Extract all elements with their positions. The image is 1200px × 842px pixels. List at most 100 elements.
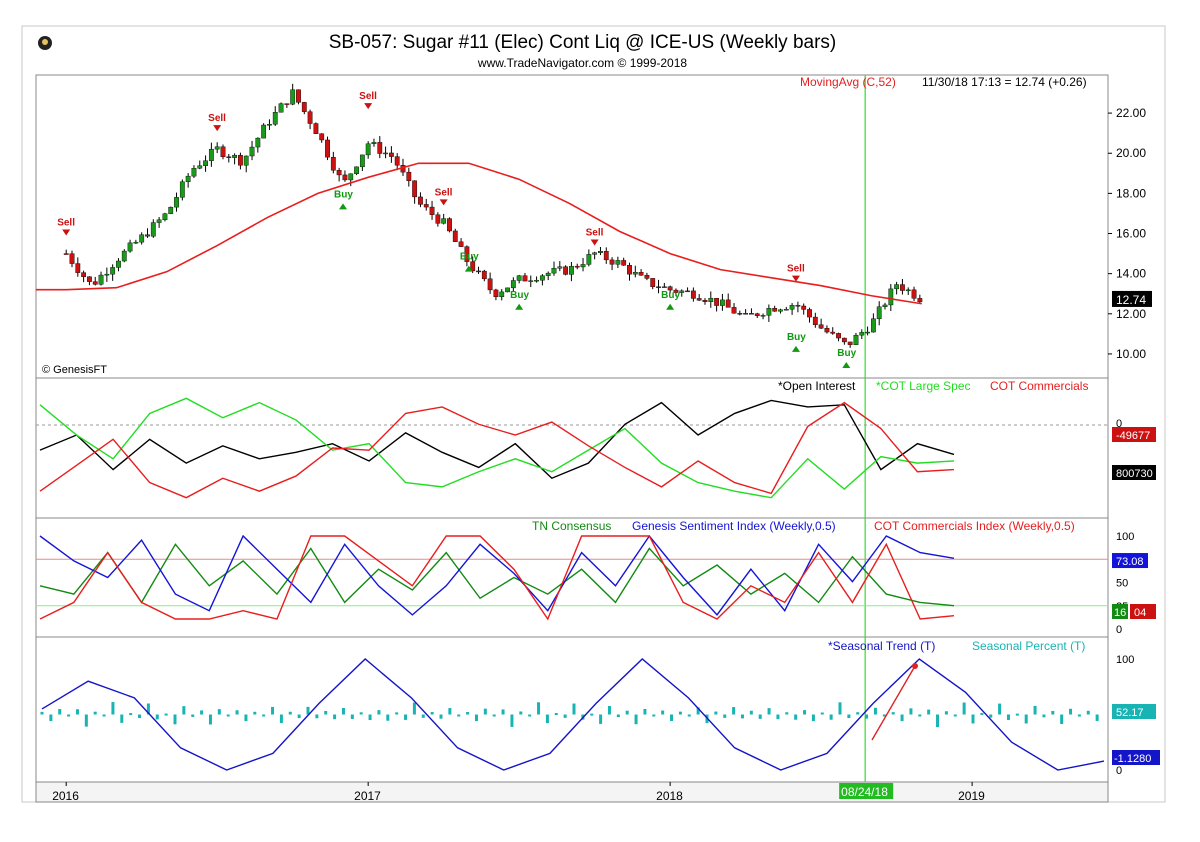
candle-body: [766, 308, 772, 316]
sell-marker-icon: [439, 199, 448, 206]
y-tick-label: 0: [1116, 418, 1122, 430]
candle-body: [772, 308, 778, 312]
buy-label: Buy: [334, 189, 353, 200]
y-tick-label: 100: [1116, 531, 1134, 543]
candle-body: [423, 204, 429, 208]
seasonal-percent-bar: [483, 708, 487, 715]
candle-body: [179, 181, 185, 198]
seasonal-percent-bar: [235, 710, 239, 715]
seasonal-percent-bar: [474, 714, 478, 722]
y-tick-label: 10.00: [1116, 347, 1146, 361]
candle-body: [714, 297, 719, 306]
candle-body: [586, 254, 592, 265]
candle-body: [168, 206, 174, 214]
candle-body: [435, 214, 441, 224]
candle-body: [185, 175, 191, 182]
seasonal-percent-bar: [1060, 714, 1064, 725]
seasonal-percent-bar: [306, 706, 310, 715]
seasonal-percent-bar: [847, 714, 851, 719]
candle-body: [609, 259, 615, 265]
moving-average-line: [36, 162, 922, 305]
candle-body: [876, 306, 882, 319]
candle-body: [371, 142, 377, 145]
sentiment-readout-2: 16: [1114, 607, 1126, 619]
sell-label: Sell: [359, 91, 377, 102]
seasonal-percent-bar: [918, 714, 922, 717]
seasonal-percent-bar: [138, 714, 142, 719]
candle-body: [458, 241, 464, 247]
candle-body: [795, 305, 801, 307]
candle-body: [133, 241, 139, 244]
cursor-date-box: [839, 783, 894, 799]
candle-body: [197, 165, 203, 169]
candle-body: [505, 287, 510, 293]
candle-body: [81, 272, 87, 277]
buy-marker-icon: [464, 265, 473, 272]
seasonal-percent-bar: [430, 712, 434, 715]
candle-body: [429, 206, 435, 215]
candle-body: [470, 261, 476, 272]
candle-body: [296, 89, 301, 103]
sell-label: Sell: [435, 187, 453, 198]
candle-body: [174, 197, 179, 208]
readout-box: [1112, 704, 1156, 719]
seasonal-percent-bar: [439, 714, 443, 719]
candle-body: [754, 313, 760, 316]
seasonal-percent-bar: [200, 710, 204, 715]
x-tick-label: 2019: [958, 789, 985, 803]
y-tick-label: 50: [1116, 578, 1128, 590]
candle-body: [615, 260, 621, 265]
sell-label: Sell: [208, 113, 226, 124]
seasonal-percent-bar: [732, 707, 736, 715]
candle-body: [278, 103, 284, 113]
seasonal-percent-bar: [40, 711, 44, 715]
seasonal-percent-bar: [740, 714, 744, 719]
candle-body: [307, 111, 313, 124]
candle-body: [208, 148, 214, 161]
seasonal-percent-bar: [58, 709, 62, 715]
candle-body: [261, 124, 267, 139]
seasonal-percent-bar: [492, 714, 496, 717]
seasonal-percent-bar: [1033, 705, 1037, 715]
y-tick-label: 18.00: [1116, 186, 1146, 200]
candle-body: [145, 234, 150, 237]
cot-large-spec-legend: *COT Large Spec: [876, 379, 971, 393]
candle-body: [301, 102, 307, 112]
candle-body: [656, 286, 661, 288]
seasonal-percent-bar: [563, 714, 567, 718]
cot-commercials-index-legend: COT Commercials Index (Weekly,0.5): [874, 519, 1075, 533]
candle-body: [313, 123, 319, 134]
seasonal-percent-bar: [572, 703, 576, 715]
candle-body: [342, 174, 348, 181]
seasonal-percent-bar: [182, 706, 186, 715]
seasonal-percent-bar: [341, 708, 345, 715]
seasonal-percent-bar: [217, 709, 221, 715]
seasonal-percent-bar: [909, 708, 913, 715]
candle-body: [818, 324, 824, 329]
seasonal-percent-bar: [412, 702, 416, 715]
candle-body: [354, 166, 359, 174]
seasonal-percent-bar: [696, 707, 700, 715]
seasonal-percent-bar: [395, 712, 399, 715]
candle-body: [598, 251, 603, 253]
seasonal-percent-bar: [262, 714, 266, 717]
seasonal-percent-bar: [324, 711, 328, 715]
candle-body: [191, 168, 197, 177]
seasonal-percent-bar: [794, 714, 798, 720]
candle-body: [383, 152, 388, 155]
buy-label: Buy: [661, 290, 680, 301]
candle-body: [499, 291, 505, 298]
candle-body: [452, 230, 458, 242]
seasonal-percent-bar: [155, 714, 159, 720]
candle-body: [894, 284, 900, 290]
seasonal-percent-bar: [404, 714, 408, 720]
seasonal-percent-bar: [670, 714, 674, 722]
readout-box: [1130, 604, 1156, 619]
seasonal-percent-bar: [244, 714, 248, 722]
candle-body: [807, 309, 812, 318]
seasonal-percent-bar: [1095, 714, 1099, 721]
seasonal-percent-bar: [1015, 713, 1019, 716]
seasonal-percent-bar: [652, 714, 656, 717]
candle-body: [534, 280, 539, 282]
